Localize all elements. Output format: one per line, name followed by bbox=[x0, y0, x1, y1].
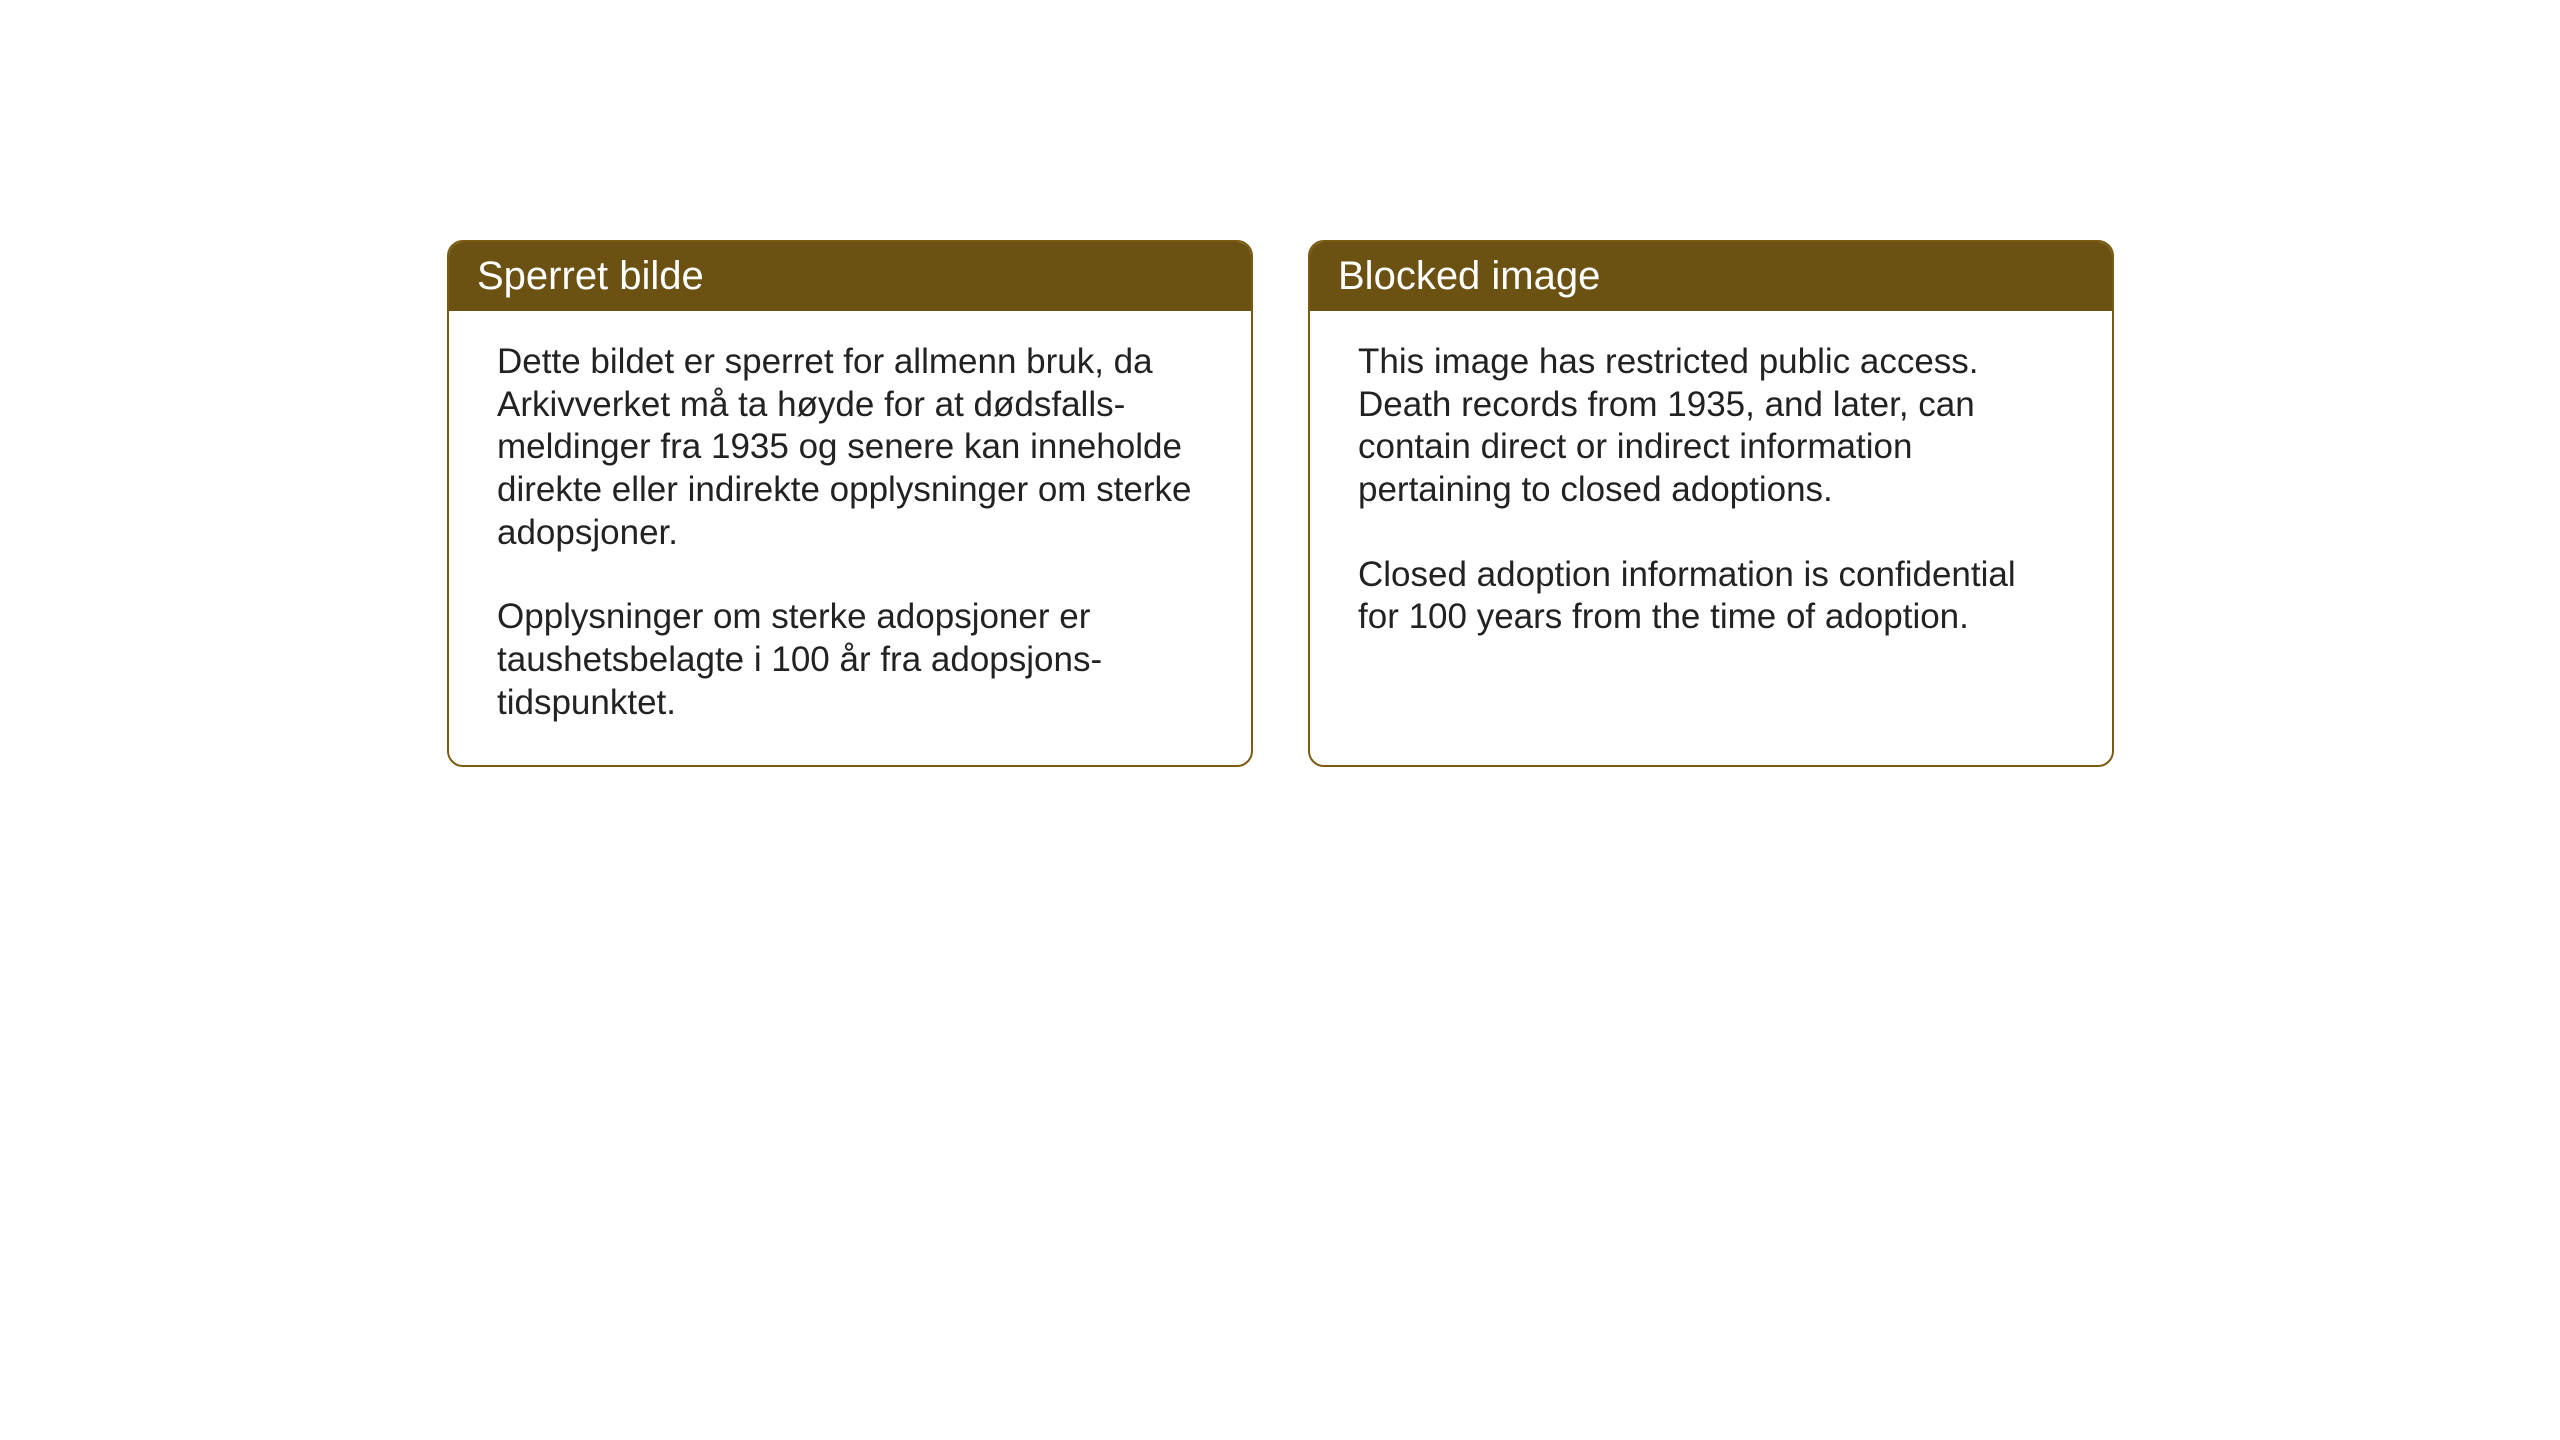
card-header-english: Blocked image bbox=[1310, 242, 2112, 311]
card-paragraph: Opplysninger om sterke adopsjoner er tau… bbox=[497, 596, 1203, 724]
notice-card-english: Blocked image This image has restricted … bbox=[1308, 240, 2114, 767]
card-paragraph: Dette bildet er sperret for allmenn bruk… bbox=[497, 341, 1203, 554]
card-body-norwegian: Dette bildet er sperret for allmenn bruk… bbox=[449, 311, 1251, 765]
card-paragraph: Closed adoption information is confident… bbox=[1358, 554, 2064, 639]
card-header-norwegian: Sperret bilde bbox=[449, 242, 1251, 311]
card-body-english: This image has restricted public access.… bbox=[1310, 311, 2112, 731]
card-paragraph: This image has restricted public access.… bbox=[1358, 341, 2064, 512]
notice-container: Sperret bilde Dette bildet er sperret fo… bbox=[447, 240, 2114, 767]
card-title: Sperret bilde bbox=[477, 254, 704, 298]
card-title: Blocked image bbox=[1338, 254, 1600, 298]
notice-card-norwegian: Sperret bilde Dette bildet er sperret fo… bbox=[447, 240, 1253, 767]
